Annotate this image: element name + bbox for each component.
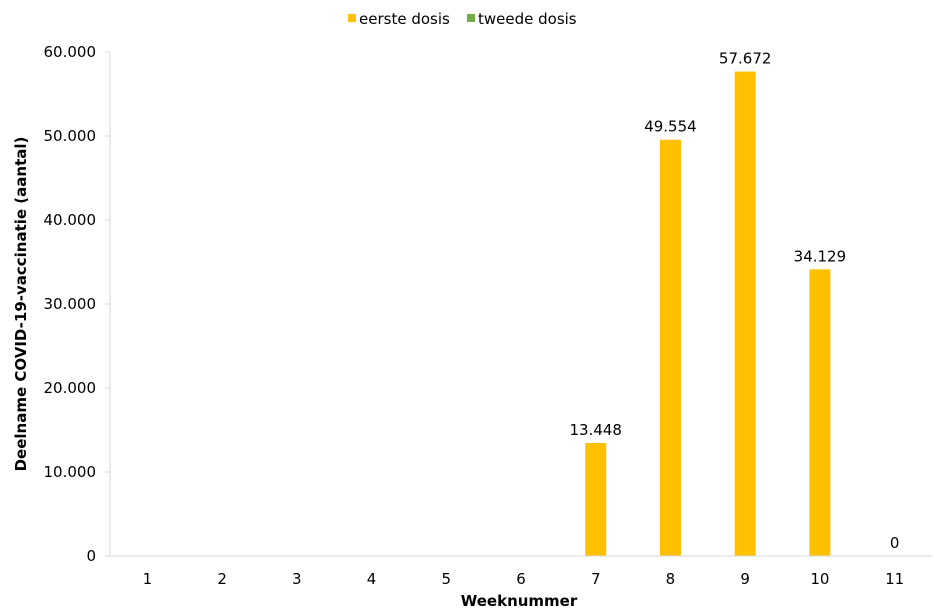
legend: eerste dosis tweede dosis bbox=[348, 10, 577, 28]
x-tick-label: 11 bbox=[885, 570, 904, 588]
y-tick-label: 50.000 bbox=[44, 127, 97, 145]
data-label: 49.554 bbox=[644, 118, 697, 136]
bar bbox=[809, 269, 831, 556]
y-tick-label: 10.000 bbox=[44, 463, 97, 481]
x-tick-label: 10 bbox=[810, 570, 829, 588]
x-tick-label: 3 bbox=[292, 570, 302, 588]
y-axis: 0 10.000 20.000 30.000 40.000 50.000 60.000 bbox=[44, 43, 111, 565]
x-tick-label: 2 bbox=[217, 570, 227, 588]
x-tick-label: 8 bbox=[666, 570, 676, 588]
legend-swatch bbox=[348, 14, 356, 22]
legend-entry: tweede dosis bbox=[478, 10, 577, 28]
bar bbox=[734, 71, 756, 556]
x-tick-label: 4 bbox=[367, 570, 377, 588]
plot-area: 13.448 49.554 57.672 34.129 0 bbox=[569, 50, 899, 556]
y-tick-label: 0 bbox=[86, 547, 96, 565]
y-tick-label: 60.000 bbox=[44, 43, 97, 61]
y-tick-label: 40.000 bbox=[44, 211, 97, 229]
x-tick-label: 6 bbox=[516, 570, 526, 588]
data-label: 0 bbox=[890, 534, 900, 552]
x-axis: 1 2 3 4 5 6 7 8 9 10 11 bbox=[110, 555, 932, 588]
y-axis-title: Deelname COVID-19-vaccinatie (aantal) bbox=[12, 137, 30, 472]
x-tick-label: 1 bbox=[143, 570, 153, 588]
y-tick-label: 30.000 bbox=[44, 295, 97, 313]
data-label: 57.672 bbox=[719, 50, 772, 68]
legend-entry: eerste dosis bbox=[359, 10, 450, 28]
data-label: 34.129 bbox=[794, 247, 847, 265]
x-tick-label: 5 bbox=[441, 570, 451, 588]
y-tick-label: 20.000 bbox=[44, 379, 97, 397]
x-tick-label: 7 bbox=[591, 570, 601, 588]
data-label: 13.448 bbox=[569, 421, 622, 439]
legend-swatch bbox=[467, 14, 475, 22]
bar bbox=[659, 139, 681, 556]
bar bbox=[585, 443, 607, 556]
x-axis-title: Weeknummer bbox=[461, 592, 578, 609]
x-tick-label: 9 bbox=[740, 570, 750, 588]
